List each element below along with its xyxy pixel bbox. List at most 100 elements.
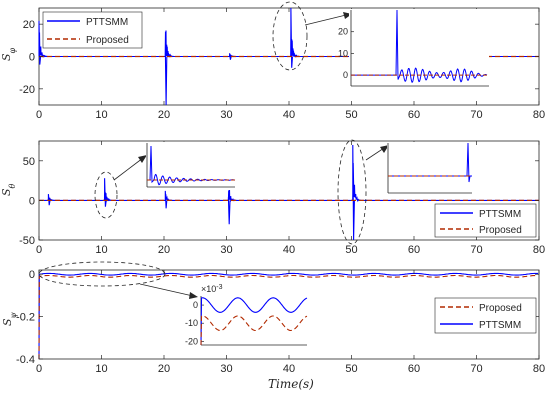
series-proposed-line [38, 274, 539, 360]
panel-psi-inset-plot [200, 297, 308, 346]
x-tick-label: 20 [158, 363, 170, 375]
panel-theta-legend-box [434, 203, 537, 238]
panel-phi-legend-label-pttsmm: PTTSMM [86, 17, 128, 28]
x-tick-label: 80 [533, 109, 545, 121]
inset-y-tick-label: 0 [193, 300, 198, 310]
panel-phi-xticks: 0 10 20 30 40 50 60 70 80 [36, 8, 545, 121]
x-tick-label: 30 [220, 363, 232, 375]
panel-phi-inset-plot [351, 9, 488, 83]
panel-theta-legend-label-pttsmm: PTTSMM [479, 209, 521, 220]
panel-theta-xticks: 0 10 20 30 40 50 60 70 80 [36, 141, 545, 256]
panel-psi-inset-exponent-base: ×10 [201, 284, 216, 294]
panel-theta-inset-2 [387, 142, 473, 194]
panel-psi-ylabel: Sψ [1, 311, 18, 326]
panel-theta-callout-arrowhead-1 [138, 155, 147, 163]
panel-theta-ylabel-sub: θ [8, 183, 17, 188]
x-tick-label: 40 [283, 109, 295, 121]
y-tick-label: 50 [23, 156, 35, 168]
inset-y-tick-label: -10 [185, 318, 198, 328]
panel-psi-inset-exponent: ×10-3 [201, 284, 223, 295]
x-tick-label: 60 [408, 109, 420, 121]
x-tick-label: 0 [36, 244, 42, 256]
panel-psi-callout-arrowhead [189, 292, 198, 299]
panel-theta-inset-1 [146, 142, 236, 188]
inset-y-tick-label: 0 [343, 70, 348, 80]
panel-psi-xlabel: Time(s) [268, 377, 314, 391]
panel-psi-inset-exponent-power: -3 [216, 284, 222, 291]
x-tick-label: 30 [220, 109, 232, 121]
x-tick-label: 60 [408, 363, 420, 375]
panel-psi-xticks: 0 10 20 30 40 50 60 70 80 [36, 270, 545, 375]
x-tick-label: 20 [158, 244, 170, 256]
panel-psi-plot [38, 272, 539, 360]
x-tick-label: 80 [533, 363, 545, 375]
panel-psi-ylabel-sub: ψ [9, 311, 18, 318]
panel-theta-legend-label-proposed: Proposed [479, 225, 522, 236]
x-tick-label: 40 [283, 244, 295, 256]
x-tick-label: 50 [345, 363, 357, 375]
panel-theta: 0 10 20 30 40 50 60 70 80 500-50 Sθ PTTSMM [0, 139, 545, 256]
panel-phi-legend-label-proposed: Proposed [86, 35, 129, 46]
x-tick-label: 20 [158, 109, 170, 121]
inset-y-tick-label: 10 [338, 48, 348, 58]
x-tick-label: 10 [95, 244, 107, 256]
panel-psi-yticks: 0 -0.2 -0.4 [16, 269, 539, 366]
panel-theta-yticks: 50 0 -50 [19, 156, 539, 247]
panel-psi-legend-label-proposed: Proposed [479, 303, 522, 314]
y-tick-label: 0 [29, 52, 35, 64]
x-tick-label: 0 [36, 363, 42, 375]
panel-phi-callout-ellipse [272, 1, 308, 71]
panel-theta-plot [39, 144, 539, 241]
panel-theta-legend: PTTSMM Proposed [434, 203, 537, 238]
x-tick-label: 0 [36, 109, 42, 121]
panel-theta-ylabel: Sθ [0, 183, 17, 196]
panel-phi-legend-box [42, 11, 143, 49]
x-tick-label: 60 [408, 244, 420, 256]
panel-theta-callout-ellipse-1 [94, 171, 118, 219]
panel-theta-inset-1-plot [147, 145, 236, 186]
panel-theta-callout-arrow-2 [365, 147, 385, 161]
y-tick-label: -0.2 [16, 312, 35, 324]
panel-theta-callout-ellipse-2 [337, 139, 367, 245]
panel-psi-inset: ×10-3 0 -10 -20 [185, 284, 308, 346]
panel-phi-inset: 20 10 0 [338, 9, 489, 87]
panel-psi-callout-arrow [139, 283, 194, 297]
inset-y-tick-label: 20 [338, 27, 348, 37]
y-tick-label: -0.4 [16, 354, 35, 366]
x-tick-label: 50 [345, 244, 357, 256]
x-tick-label: 30 [220, 244, 232, 256]
panel-phi-ylabel: Sφ [0, 47, 17, 61]
series-pttsmm-line [38, 272, 539, 360]
y-tick-label: -20 [19, 84, 35, 96]
inset-proposed-line [200, 315, 308, 346]
x-tick-label: 10 [95, 363, 107, 375]
panel-psi-inset-bg [200, 284, 308, 346]
panel-theta-inset-2-plot [388, 142, 472, 183]
panel-theta-inset-1-bg [146, 142, 236, 188]
panel-phi: 0 10 20 30 40 50 60 70 80 20 0 -20 Sφ PTTSMM Propo… [0, 1, 545, 121]
inset-pttsmm-line [351, 9, 488, 83]
y-tick-label: -50 [19, 235, 35, 247]
x-tick-label: 40 [283, 363, 295, 375]
panel-psi-legend-label-pttsmm: PTTSMM [479, 320, 521, 331]
panel-psi-ylabel-main: S [1, 318, 14, 326]
x-tick-label: 70 [470, 244, 482, 256]
y-tick-label: 20 [23, 19, 35, 31]
panel-phi-callout-arrow [304, 14, 347, 26]
panel-phi-ylabel-sub: φ [8, 47, 17, 53]
inset-pttsmm-line [388, 142, 472, 183]
panel-theta-callout-arrow-1 [113, 157, 144, 181]
y-tick-label: 0 [29, 195, 35, 207]
inset-y-tick-label: -20 [185, 336, 198, 346]
panel-theta-callout-arrowhead-2 [380, 145, 389, 153]
panel-psi: 0 10 20 30 40 50 60 70 80 0 -0.2 -0.4 Sψ Time(s) ×… [1, 261, 545, 391]
x-tick-label: 10 [95, 109, 107, 121]
panel-phi-yticks: 20 0 -20 [19, 19, 539, 96]
x-tick-label: 50 [345, 109, 357, 121]
panel-theta-inset-2-bg [387, 142, 473, 194]
panel-psi-legend-box [434, 297, 537, 334]
x-tick-label: 70 [470, 363, 482, 375]
y-tick-label: 0 [29, 269, 35, 281]
x-tick-label: 70 [470, 109, 482, 121]
panel-psi-legend: Proposed PTTSMM [434, 297, 537, 334]
